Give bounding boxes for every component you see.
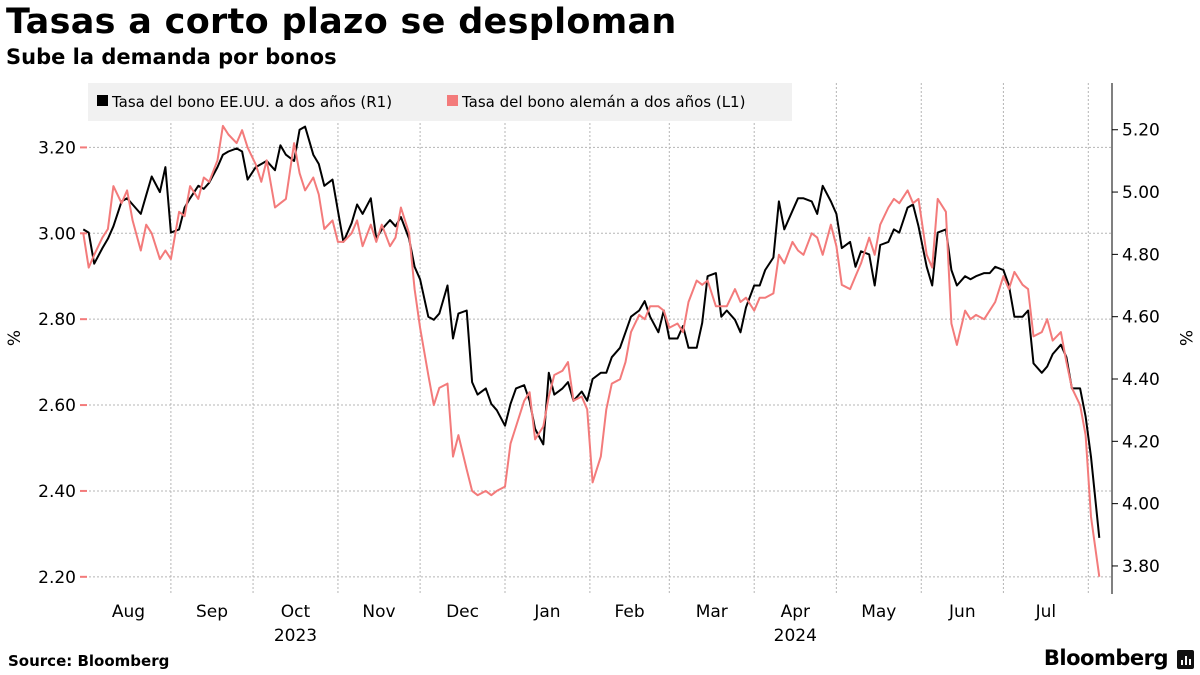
legend-us-label: Tasa del bono EE.UU. a dos años (R1) — [111, 93, 392, 111]
x-tick-label: Oct — [281, 602, 311, 622]
x-tick-label: Dec — [446, 602, 479, 622]
x-tick-label: Nov — [362, 602, 395, 622]
right-tick-label: 5.00 — [1122, 183, 1160, 203]
left-tick-label: 2.60 — [38, 396, 76, 416]
de-yield-line — [82, 124, 1101, 577]
right-tick-label: 3.80 — [1122, 557, 1160, 577]
chart-title: Tasas a corto plazo se desploman — [6, 2, 677, 42]
left-tick-label: 2.80 — [38, 310, 76, 330]
x-tick-label: Jun — [948, 602, 976, 622]
left-tick-label: 3.00 — [38, 224, 76, 244]
right-tick-label: 4.40 — [1122, 370, 1160, 390]
x-tick-label: Feb — [615, 602, 645, 622]
x-year-label: 2024 — [774, 626, 817, 646]
source-note: Source: Bloomberg — [8, 652, 170, 670]
left-tick-label: 3.20 — [38, 138, 76, 158]
x-tick-label: Apr — [781, 602, 810, 622]
left-axis-unit: % — [5, 330, 25, 346]
left-tick-label: 2.20 — [38, 568, 76, 588]
right-tick-label: 4.80 — [1122, 245, 1160, 265]
legend-background — [88, 83, 792, 121]
right-tick-label: 4.60 — [1122, 308, 1160, 328]
right-tick-label: 5.20 — [1122, 121, 1160, 141]
bloomberg-logo: Bloomberg — [1043, 646, 1169, 670]
legend-de-swatch — [447, 95, 458, 106]
right-axis-unit: % — [1175, 330, 1195, 346]
legend-us-swatch — [97, 95, 108, 106]
left-tick-label: 2.40 — [38, 482, 76, 502]
gridlines — [85, 83, 1112, 594]
right-tick-label: 4.00 — [1122, 495, 1160, 515]
x-tick-label: Sep — [196, 602, 228, 622]
x-tick-label: Jan — [533, 602, 560, 622]
chart-subtitle: Sube la demanda por bonos — [6, 45, 337, 69]
us-yield-line — [82, 125, 1101, 539]
right-tick-label: 4.20 — [1122, 432, 1160, 452]
bloomberg-terminal-icon — [1177, 650, 1194, 669]
x-tick-label: May — [861, 602, 896, 622]
x-tick-label: Mar — [696, 602, 728, 622]
x-tick-label: Aug — [112, 602, 145, 622]
x-tick-label: Jul — [1035, 602, 1057, 622]
legend-de-label: Tasa del bono alemán a dos años (L1) — [461, 93, 745, 111]
x-year-label: 2023 — [274, 626, 317, 646]
